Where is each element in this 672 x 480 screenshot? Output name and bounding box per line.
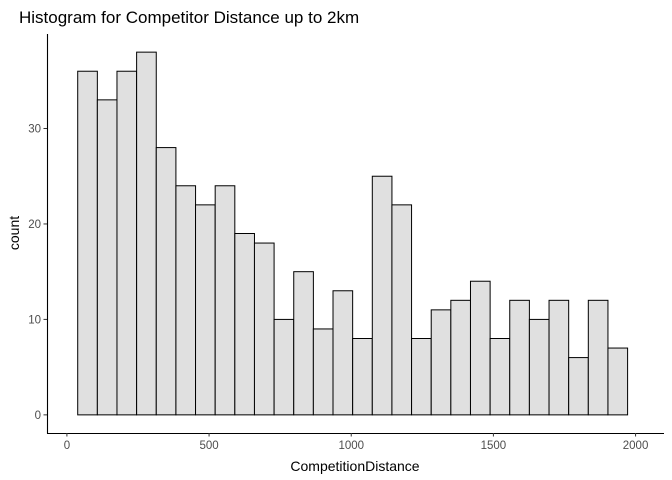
- x-tick-label: 2000: [623, 440, 649, 452]
- histogram-bar-19: [430, 309, 452, 416]
- y-tick-label: 0: [35, 410, 41, 422]
- x-tick-label: 500: [199, 440, 218, 452]
- histogram-bar-10: [253, 242, 275, 416]
- histogram-bar-3: [116, 70, 138, 416]
- histogram-bar-9: [234, 233, 255, 416]
- histogram-bar-2: [96, 99, 118, 416]
- histogram-bar-20: [450, 299, 471, 416]
- histogram-bar-21: [469, 280, 491, 416]
- histogram-bar-1: [77, 70, 98, 416]
- histogram-bar-16: [371, 175, 393, 416]
- x-tick-label: 1500: [481, 440, 507, 452]
- histogram-bar-15: [352, 338, 373, 416]
- histogram-bar-4: [136, 51, 157, 416]
- histogram-bar-17: [391, 204, 413, 416]
- x-tick-label: 0: [64, 440, 70, 452]
- histogram-bar-7: [195, 204, 216, 416]
- histogram-bar-22: [489, 338, 511, 416]
- chart-title: Histogram for Competitor Distance up to …: [19, 8, 359, 27]
- y-axis-ticks: 0 10 20 30: [28, 124, 47, 422]
- x-tick-label: 1000: [338, 440, 364, 452]
- histogram-bar-8: [214, 185, 236, 416]
- histogram-bar-13: [312, 328, 334, 416]
- histogram-bar-23: [509, 299, 530, 416]
- histogram-bar-27: [587, 299, 609, 416]
- histogram-bar-5: [155, 147, 177, 416]
- histogram-bar-25: [548, 299, 570, 416]
- y-tick-label: 20: [28, 219, 41, 231]
- histogram-bar-28: [607, 347, 629, 416]
- bars-group: [77, 51, 629, 416]
- histogram-bar-26: [568, 357, 589, 416]
- histogram-bar-6: [175, 185, 197, 416]
- histogram-bar-12: [293, 271, 314, 416]
- histogram-bar-24: [528, 318, 550, 416]
- histogram-bar-11: [273, 318, 295, 416]
- y-tick-label: 30: [28, 124, 41, 136]
- x-axis-title: CompetitionDistance: [290, 458, 419, 474]
- x-axis-ticks: 0 500 1000 1500 2000: [64, 433, 649, 452]
- histogram-bar-18: [411, 338, 432, 416]
- y-tick-label: 10: [28, 314, 41, 326]
- histogram-bar-14: [332, 290, 354, 416]
- y-axis-title: count: [6, 216, 22, 250]
